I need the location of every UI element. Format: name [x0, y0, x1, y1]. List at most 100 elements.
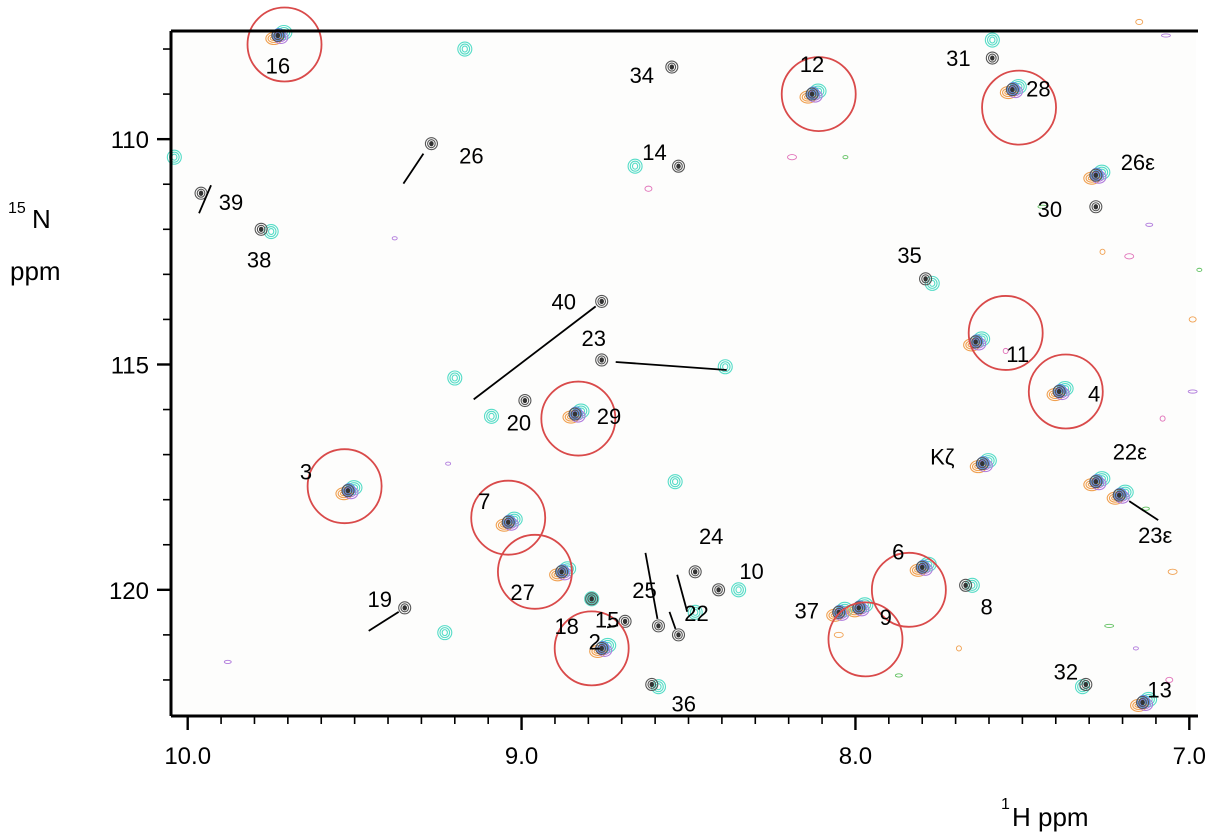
orange-contour [589, 644, 607, 658]
reference-contour [1008, 85, 1017, 95]
peak-center [716, 587, 721, 593]
cyan-contour [989, 36, 996, 44]
peak-cluster-15 [618, 614, 632, 628]
reference-contour [977, 459, 987, 469]
peak-cluster-28 [999, 79, 1027, 100]
peak-cluster-35 [919, 272, 940, 291]
peak-center [258, 226, 264, 232]
noise-contour [894, 673, 903, 678]
reference-contour [690, 567, 700, 577]
orange-contour [1106, 491, 1124, 505]
noise-contour [644, 185, 653, 192]
peak-center [429, 141, 434, 147]
reference-contour [503, 517, 513, 527]
cyan-contour [631, 162, 639, 170]
reference-contour [915, 560, 929, 574]
noise-contour [1104, 623, 1115, 628]
peak-label-13: 13 [1147, 677, 1171, 702]
cyan-contour [483, 408, 500, 424]
peak-label-38: 38 [247, 247, 271, 272]
reference-contour [501, 515, 515, 529]
peak-center [1117, 492, 1122, 498]
peak-label-36: 36 [672, 691, 696, 716]
noise-contour [1161, 33, 1171, 38]
peak-center [1093, 204, 1099, 210]
peak-cluster-40 [447, 294, 609, 386]
peak-label-22e: 22ε [1113, 440, 1147, 465]
orange-contour [1083, 171, 1101, 185]
reference-contour [654, 621, 663, 631]
reference-contour [557, 567, 566, 577]
peak-center [856, 605, 861, 611]
highlight-circle-9 [827, 601, 904, 678]
reference-contour [595, 294, 609, 308]
blue-contour [342, 483, 356, 497]
reference-contour [917, 562, 927, 572]
peak-center [1140, 699, 1145, 706]
peak-center [692, 569, 698, 575]
leader-line-15 [606, 624, 619, 629]
cyan-contour [268, 227, 275, 236]
peak-label-23e: 23ε [1138, 523, 1172, 548]
peak-center [676, 163, 681, 169]
peak-center [1056, 388, 1062, 395]
peak-label-18: 18 [554, 614, 578, 639]
peak-cluster-19 [398, 601, 453, 641]
peak-cluster-12 [799, 83, 827, 104]
blue-contour [1092, 169, 1102, 179]
reference-contour [555, 565, 569, 579]
leader-line-26 [402, 153, 425, 185]
x-axis-label: H ppm [1012, 802, 1089, 832]
peak-center [402, 605, 407, 611]
noise-contour [1141, 506, 1150, 511]
peak-label-27: 27 [510, 580, 534, 605]
orange-contour [1046, 387, 1064, 402]
blue-contour [1139, 696, 1148, 707]
peak-cluster-8 [959, 577, 980, 593]
blue-contour [806, 86, 820, 100]
highlight-circle-6 [870, 551, 947, 628]
blue-contour [1090, 474, 1104, 488]
reference-contour [620, 616, 630, 626]
blue-contour [558, 566, 567, 576]
peak-cluster-11 [963, 331, 991, 352]
peak-center [622, 618, 628, 624]
blue-contour [504, 516, 514, 526]
cyan-contour [717, 359, 733, 375]
highlight-circle-29 [540, 380, 617, 457]
peak-cluster-9 [846, 597, 874, 618]
peak-center [923, 276, 928, 282]
blue-contour [344, 485, 354, 495]
reference-contour [520, 395, 530, 406]
peak-center [649, 681, 654, 688]
cyan-contour [459, 43, 471, 55]
reference-contour [1114, 490, 1124, 500]
y-tick-label: 120 [109, 578, 149, 605]
peak-label-28: 28 [1026, 77, 1050, 102]
cyan-contour [166, 149, 182, 165]
peak-label-16: 16 [266, 54, 290, 79]
cyan-contour [984, 32, 1000, 48]
reference-contour [671, 628, 686, 642]
peak-cluster-26 [424, 41, 473, 151]
reference-contour [1052, 384, 1066, 399]
reference-contour [1089, 168, 1103, 182]
cyan-contour [735, 586, 742, 594]
cyan-contour [461, 45, 468, 53]
highlight-circle-12 [780, 56, 857, 132]
blue-contour [833, 604, 847, 618]
noise-contour [1037, 204, 1048, 209]
leader-line-23 [615, 361, 727, 371]
blue-contour [1055, 385, 1065, 396]
peak-label-37: 37 [795, 598, 819, 623]
reference-contour [1089, 475, 1103, 489]
blue-contour [808, 88, 818, 98]
noise-contour [1188, 316, 1197, 323]
cyan-contour [588, 595, 595, 603]
cyan-contour [451, 374, 458, 382]
blue-contour [916, 559, 930, 573]
peak-center [572, 411, 578, 417]
reference-contour [597, 296, 607, 306]
reference-contour [1138, 697, 1147, 708]
cyan-contour [653, 681, 664, 693]
